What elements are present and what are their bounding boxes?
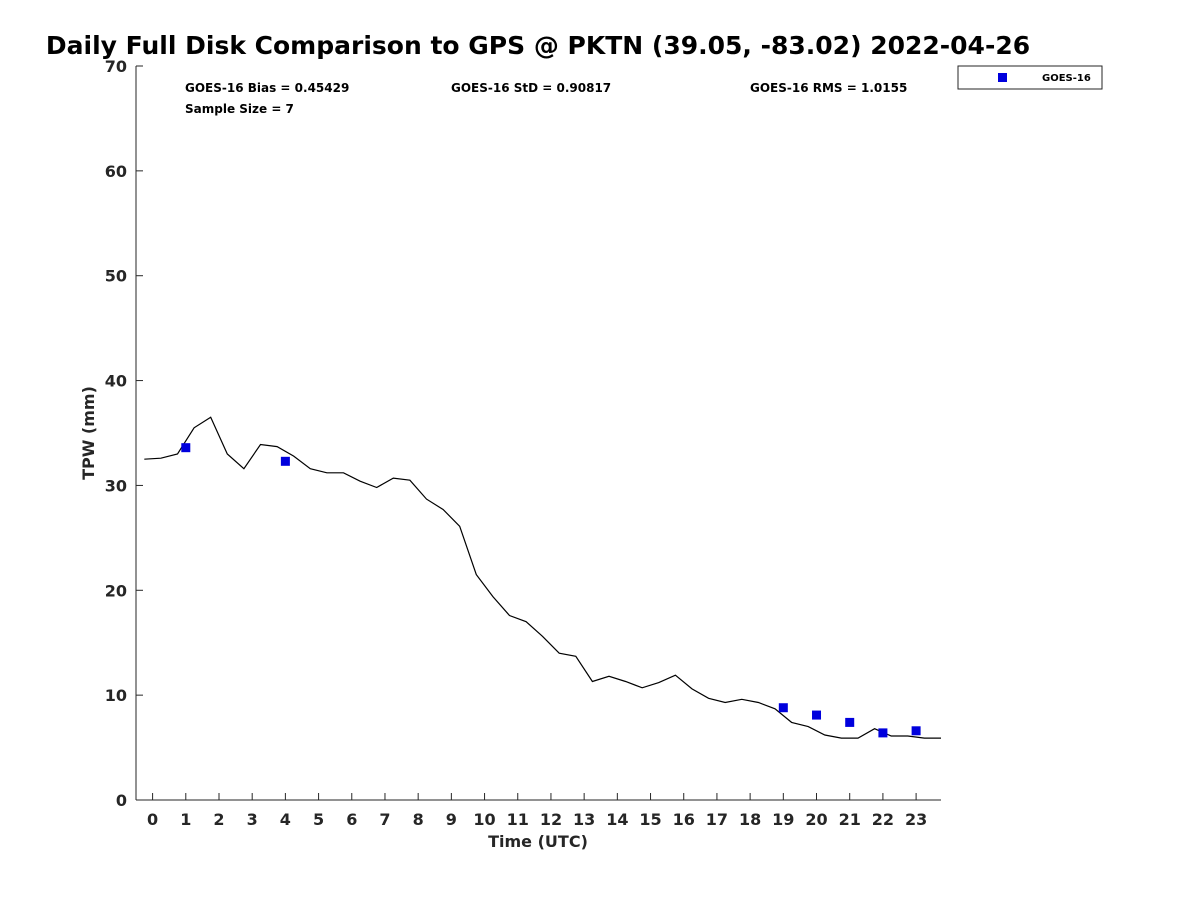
x-tick-label: 5 — [313, 810, 324, 829]
y-tick-label: 60 — [105, 162, 127, 181]
legend: GOES-16 — [957, 65, 1103, 90]
y-tick-label: 30 — [105, 476, 127, 495]
y-tick-label: 10 — [105, 686, 127, 705]
bias-stat: GOES-16 Bias = 0.45429 — [185, 81, 349, 95]
x-tick-label: 1 — [180, 810, 191, 829]
x-tick-label: 9 — [446, 810, 457, 829]
x-tick-label: 22 — [872, 810, 894, 829]
x-ticks: 0 1 2 3 4 5 6 7 8 9 10 11 12 13 14 15 16 17 18 19 20 21 22 23 — [147, 793, 927, 829]
x-tick-label: 13 — [573, 810, 595, 829]
y-tick-label: 70 — [105, 57, 127, 76]
x-tick-label: 17 — [706, 810, 728, 829]
goes16-point — [878, 728, 888, 738]
y-tick-label: 40 — [105, 372, 127, 391]
x-tick-label: 7 — [379, 810, 390, 829]
y-tick-label: 0 — [116, 791, 127, 810]
x-tick-label: 8 — [413, 810, 424, 829]
rms-stat: GOES-16 RMS = 1.0155 — [750, 81, 907, 95]
std-stat: GOES-16 StD = 0.90817 — [451, 81, 611, 95]
x-tick-label: 21 — [839, 810, 861, 829]
y-axis-label: TPW (mm) — [79, 386, 98, 480]
gps-tpw-line — [144, 416, 941, 739]
y-tick-label: 20 — [105, 581, 127, 600]
x-tick-label: 3 — [247, 810, 258, 829]
x-tick-label: 19 — [772, 810, 794, 829]
legend-marker-goes16 — [998, 73, 1007, 82]
chart-title: Daily Full Disk Comparison to GPS @ PKTN… — [46, 31, 1030, 60]
x-tick-label: 2 — [213, 810, 224, 829]
y-ticks: 0 10 20 30 40 50 60 70 — [105, 57, 143, 810]
x-tick-label: 14 — [606, 810, 628, 829]
x-tick-label: 23 — [905, 810, 927, 829]
goes16-point — [181, 443, 191, 453]
y-tick-label: 50 — [105, 267, 127, 286]
x-tick-label: 12 — [540, 810, 562, 829]
sample-size-stat: Sample Size = 7 — [185, 102, 294, 116]
x-tick-label: 4 — [280, 810, 291, 829]
goes16-point — [911, 726, 921, 736]
x-tick-label: 0 — [147, 810, 158, 829]
goes16-point — [845, 717, 855, 727]
legend-label-goes16: GOES-16 — [1042, 73, 1091, 84]
x-tick-label: 6 — [346, 810, 357, 829]
plot-area — [135, 66, 941, 801]
x-tick-label: 20 — [805, 810, 827, 829]
goes16-point — [778, 703, 788, 713]
legend-box — [957, 65, 1103, 90]
goes16-point — [280, 456, 290, 466]
x-tick-label: 16 — [673, 810, 695, 829]
x-tick-label: 10 — [473, 810, 495, 829]
x-tick-label: 15 — [639, 810, 661, 829]
goes16-point — [812, 710, 822, 720]
x-tick-label: 18 — [739, 810, 761, 829]
x-axis-label: Time (UTC) — [488, 832, 588, 851]
x-tick-label: 11 — [507, 810, 529, 829]
series-layer — [144, 416, 941, 739]
